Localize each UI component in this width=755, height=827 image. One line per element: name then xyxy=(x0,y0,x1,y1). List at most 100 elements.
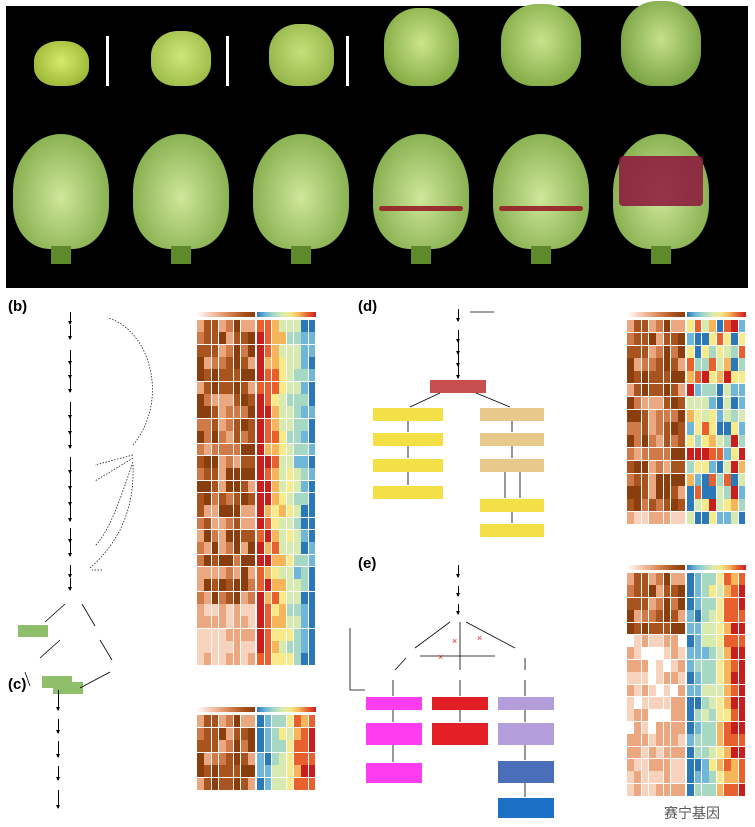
zscore-cell xyxy=(694,709,702,722)
fpkm-cell xyxy=(663,622,671,635)
zscore-cell xyxy=(738,672,746,685)
fpkm-cell xyxy=(226,418,233,431)
fpkm-cell xyxy=(670,635,678,647)
fpkm-cell xyxy=(641,396,649,410)
fpkm-cell xyxy=(226,591,233,604)
fpkm-cell xyxy=(240,765,248,777)
red-pigment-band xyxy=(499,206,583,211)
fpkm-cell xyxy=(656,783,663,796)
zscore-cell xyxy=(694,448,702,461)
fpkm-cell xyxy=(627,734,634,747)
zscore-cell xyxy=(694,771,702,784)
zscore-cell xyxy=(308,492,316,505)
fpkm-cell xyxy=(197,332,204,345)
zscore-cell xyxy=(694,358,702,371)
fpkm-cell xyxy=(656,746,663,759)
fpkm-cell xyxy=(218,628,226,641)
fpkm-cell xyxy=(656,759,663,771)
alpha-carotene-box xyxy=(373,433,443,446)
zscore-cell xyxy=(301,616,308,629)
fpkm-cell xyxy=(233,554,241,567)
fpkm-cell xyxy=(641,358,649,371)
zscore-cell xyxy=(723,473,731,486)
zscore-cell xyxy=(716,422,724,435)
fpkm-cell xyxy=(656,622,663,635)
fpkm-cell xyxy=(678,345,685,358)
fpkm-cell xyxy=(678,396,685,410)
fpkm-cell xyxy=(670,771,678,784)
fpkm-cell xyxy=(226,480,233,493)
zscore-cell xyxy=(709,422,717,435)
zscore-cell xyxy=(716,697,724,709)
fpkm-cell xyxy=(204,653,212,666)
zscore-cell xyxy=(738,585,746,598)
fpkm-cell xyxy=(648,409,656,422)
fpkm-cell xyxy=(248,653,255,666)
zscore-cell xyxy=(286,381,294,394)
zscore-cell xyxy=(293,628,301,641)
fpkm-cell xyxy=(204,740,212,752)
zscore-cell xyxy=(257,777,265,790)
fpkm-cell xyxy=(648,659,656,672)
fpkm-cell xyxy=(197,394,204,406)
fpkm-cell xyxy=(240,406,248,419)
fpkm-cell xyxy=(233,332,241,345)
fpkm-cell xyxy=(641,409,649,422)
fpkm-cell xyxy=(233,579,241,592)
zscore-cell xyxy=(264,492,272,505)
zscore-cell xyxy=(738,783,746,796)
zscore-cell xyxy=(286,344,294,357)
fpkm-cell xyxy=(240,542,248,555)
zscore-cell xyxy=(257,480,265,493)
fpkm-cell xyxy=(218,369,226,382)
zscore-cell xyxy=(694,659,702,672)
zscore-cell xyxy=(264,777,272,790)
fpkm-cell xyxy=(218,765,226,777)
fpkm-cell xyxy=(211,752,219,765)
zscore-cell xyxy=(286,727,294,740)
zscore-cell xyxy=(738,345,746,358)
fpkm-cell xyxy=(663,422,671,435)
zscore-cell xyxy=(723,422,731,435)
fpkm-cell xyxy=(248,554,255,567)
flower-stem xyxy=(171,246,191,264)
fpkm-cell xyxy=(240,505,248,518)
zscore-cell xyxy=(257,443,265,456)
fpkm-cell xyxy=(218,492,226,505)
zscore-cell xyxy=(723,709,731,722)
zscore-cell xyxy=(308,740,316,752)
zscore-cell xyxy=(716,345,724,358)
fpkm-cell xyxy=(218,443,226,456)
fpkm-cell xyxy=(197,431,204,443)
zscore-cell xyxy=(308,554,316,567)
zscore-cell xyxy=(738,473,746,486)
zscore-cell xyxy=(716,435,724,448)
fpkm-cell xyxy=(233,517,241,530)
zscore-cell xyxy=(264,381,272,394)
zscore-cell xyxy=(308,777,316,790)
fpkm-cell xyxy=(211,369,219,382)
zscore-cell xyxy=(301,715,308,727)
zscore-cell xyxy=(738,734,746,747)
zscore-cell xyxy=(264,653,272,666)
fpkm-cell xyxy=(226,320,233,332)
fpkm-cell xyxy=(663,332,671,346)
fpkm-cell xyxy=(648,460,656,474)
zscore-cell xyxy=(257,517,265,530)
fpkm-cell xyxy=(211,406,219,419)
zscore-cell xyxy=(709,746,717,759)
zscore-cell xyxy=(286,641,294,653)
fpkm-cell xyxy=(204,616,212,629)
fpkm-cell xyxy=(226,492,233,505)
zscore-cell xyxy=(301,418,308,431)
fpkm-cell xyxy=(656,435,663,448)
zscore-cell xyxy=(279,332,287,345)
zscore-cell xyxy=(694,759,702,771)
zscore-cell xyxy=(286,369,294,382)
fpkm-cell xyxy=(627,573,634,585)
zscore-cell xyxy=(702,448,709,461)
zscore-cell xyxy=(709,460,717,474)
zscore-cell xyxy=(257,752,265,765)
zscore-cell xyxy=(308,579,316,592)
zscore-cell xyxy=(286,777,294,790)
